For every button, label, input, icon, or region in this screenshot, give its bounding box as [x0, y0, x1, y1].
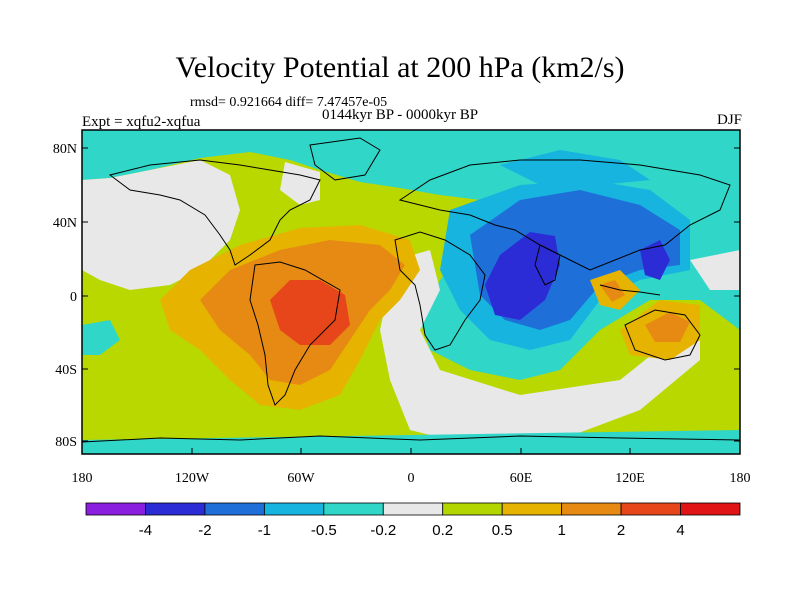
- lon-label: 120E: [615, 471, 645, 486]
- lat-label: 40S: [55, 363, 77, 378]
- colorbar-swatch: [323, 502, 384, 516]
- colorbar-swatch: [680, 502, 741, 516]
- colorbar-label: 0.2: [432, 522, 453, 539]
- lon-label: 60W: [287, 471, 315, 486]
- lat-label: 80N: [53, 142, 77, 157]
- colorbar-label: 2: [617, 522, 625, 539]
- colorbar-label: 4: [676, 522, 684, 539]
- coastlines: [82, 137, 740, 443]
- colorbar-swatch: [501, 502, 563, 516]
- lon-label: 120W: [175, 471, 210, 486]
- lat-label: 80S: [55, 435, 77, 450]
- lat-label: 40N: [53, 216, 77, 231]
- latitude-axis: 80N 40N 0 40S 80S: [53, 142, 740, 450]
- stats-line: rmsd= 0.921664 diff= 7.47457e-05: [190, 95, 388, 110]
- lon-label: 180: [72, 471, 93, 486]
- colorbar-label: -2: [198, 522, 211, 539]
- lon-label: 60E: [510, 471, 533, 486]
- colorbar-swatch: [442, 502, 503, 516]
- colorbar: -4 -2 -1 -0.5 -0.2 0.2 0.5 1 2 4: [85, 502, 741, 539]
- season-label: DJF: [716, 112, 742, 128]
- lon-label: 180: [730, 471, 751, 486]
- colorbar-label: -0.5: [311, 522, 337, 539]
- colorbar-swatch: [620, 502, 681, 516]
- colorbar-label: -0.2: [370, 522, 396, 539]
- contour-field: [82, 130, 740, 454]
- colorbar-swatch: [263, 502, 325, 516]
- colorbar-swatch: [85, 502, 146, 516]
- period-label: 0144kyr BP - 0000kyr BP: [322, 107, 479, 123]
- colorbar-label: -1: [258, 522, 271, 539]
- colorbar-label: 1: [557, 522, 565, 539]
- colorbar-swatch: [561, 502, 622, 516]
- colorbar-swatch: [204, 502, 265, 516]
- colorbar-swatch: [382, 502, 444, 516]
- map-title: Velocity Potential at 200 hPa (km2/s): [175, 51, 625, 84]
- lat-label: 0: [70, 290, 77, 305]
- colorbar-label: 0.5: [492, 522, 513, 539]
- colorbar-swatch: [145, 502, 206, 516]
- lon-label: 0: [408, 471, 415, 486]
- colorbar-label: -4: [139, 522, 152, 539]
- longitude-axis: 180 120W 60W 0 60E 120E 180: [72, 448, 751, 486]
- experiment-label: Expt = xqfu2-xqfua: [82, 114, 201, 130]
